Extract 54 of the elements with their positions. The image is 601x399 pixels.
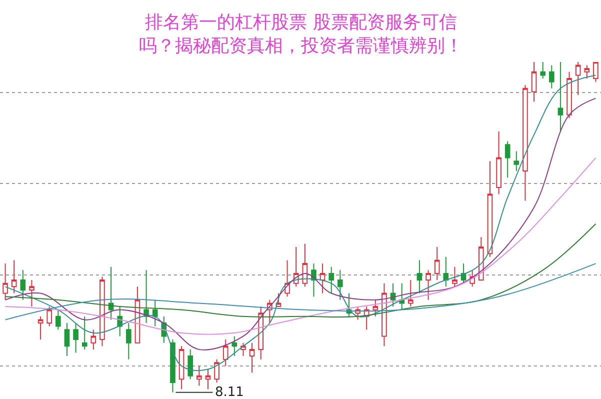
candlestick — [496, 130, 502, 195]
candlestick — [408, 280, 414, 307]
candlestick — [584, 64, 590, 80]
candlestick — [372, 299, 378, 317]
candlestick — [205, 368, 211, 390]
candlestick — [11, 260, 17, 294]
candlestick — [460, 263, 466, 284]
candlestick — [575, 62, 581, 96]
candlestick — [126, 322, 132, 360]
text: 排名第一的杠杆股票 股票配资服务可信吗？揭秘配资真相，投资者需谨慎辨别！ — [139, 12, 463, 56]
candlestick — [540, 62, 546, 80]
candlestick — [416, 260, 422, 294]
candlestick — [302, 243, 308, 288]
candlestick — [2, 263, 8, 300]
candlestick — [100, 276, 105, 347]
candlestick — [338, 270, 343, 300]
candlestick — [178, 346, 184, 390]
candlestick — [56, 309, 61, 330]
candlestick — [188, 348, 194, 380]
annotation: 8.11 — [215, 385, 244, 399]
candlestick — [214, 358, 220, 383]
candlestick — [38, 316, 44, 340]
candlestick — [90, 329, 96, 350]
candlestick — [531, 62, 537, 102]
candlestick — [434, 246, 440, 281]
candlestick — [487, 160, 493, 258]
candlestick — [566, 71, 572, 119]
candlestick — [504, 140, 510, 178]
candlestick — [108, 266, 114, 320]
candlestick — [548, 64, 554, 89]
candlestick — [514, 150, 520, 172]
candlestick — [328, 266, 334, 294]
candlestick — [452, 266, 458, 288]
candlestick — [222, 339, 228, 366]
candlestick — [196, 365, 202, 386]
candlestick — [64, 322, 70, 357]
candlestick — [29, 280, 34, 307]
candlestick — [399, 282, 404, 310]
candlestick — [426, 270, 431, 300]
candlestick — [443, 256, 449, 288]
candlestick — [73, 322, 78, 354]
candlestick — [522, 84, 528, 202]
candlestick — [390, 282, 396, 307]
candlestick — [20, 270, 26, 300]
candlestick — [593, 62, 598, 82]
candlestick — [82, 316, 88, 350]
candlestick — [232, 336, 238, 357]
candlestick — [46, 306, 52, 327]
candlestick — [170, 339, 176, 393]
candlestick — [558, 62, 564, 132]
candlestick — [144, 270, 149, 324]
candlestick — [152, 299, 158, 327]
candlestick — [320, 263, 326, 294]
candlestick — [249, 342, 255, 374]
